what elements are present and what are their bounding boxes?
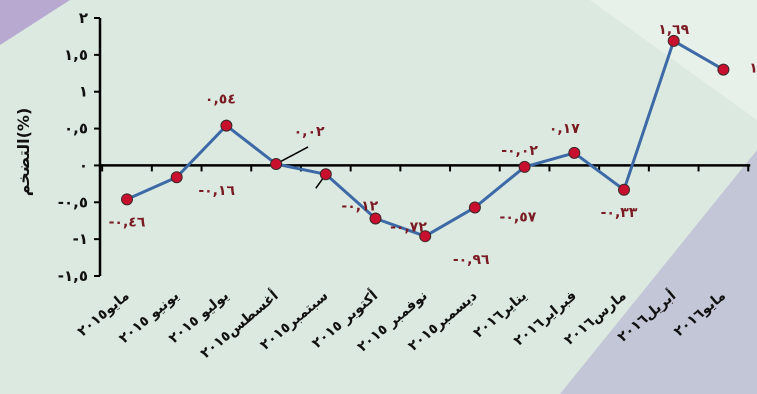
y-axis-title: التضخم(%) [14, 108, 33, 197]
data-point [518, 160, 531, 173]
data-label: ٠,١٧ [549, 121, 580, 137]
corner-shape-top-right [590, 0, 757, 120]
data-label: ٠,٠٢ [294, 124, 325, 140]
data-markers [121, 34, 730, 243]
data-label: -٠,٤٦ [109, 214, 146, 230]
data-point [220, 119, 233, 132]
y-tick-label: -١,٥ [58, 267, 88, 285]
data-point [270, 157, 283, 170]
data-labels: -٠,٤٦ -٠,١٦ ٠,٥٤ ٠,٠٢ -٠,١٢ -٠,٧٢ -٠,٩٦ -٠,٥٧ -٠… [109, 22, 757, 268]
data-label: -٠,٠٢ [501, 143, 538, 159]
data-point [568, 146, 581, 159]
data-label: ١,٣ [749, 61, 757, 77]
data-label: ١,٦٩ [658, 22, 689, 38]
y-axis-ticks: -١,٥ -١ -٠,٥ ٠ ٠,٥ ١ ١,٥ ٢ [58, 9, 100, 285]
data-point [618, 183, 630, 196]
data-label: -٠,١٢ [341, 198, 378, 214]
y-tick-label: ٠,٥ [64, 120, 88, 138]
callout-line [275, 146, 309, 165]
data-point [419, 230, 432, 243]
data-point [170, 171, 183, 184]
data-label: -٠,١٦ [198, 183, 235, 199]
data-point [667, 34, 680, 47]
y-tick-label: ٠ [79, 156, 88, 174]
data-label: ٠,٥٤ [205, 92, 236, 108]
data-label: -٠,٣٣ [601, 205, 638, 221]
data-point [319, 168, 332, 181]
data-label: -٠,٩٦ [453, 252, 490, 268]
x-axis-line [100, 164, 751, 172]
data-point [468, 201, 481, 214]
y-tick-label: -٠,٥ [58, 193, 88, 211]
data-point [717, 63, 730, 76]
corner-shape-bottom-right [560, 150, 757, 394]
y-tick-label: ٢ [79, 9, 88, 27]
data-label: -٠,٧٢ [390, 220, 427, 236]
corner-shape-top-left [0, 0, 70, 45]
y-tick-label: -١ [73, 230, 88, 248]
y-tick-label: ١,٥ [64, 46, 88, 64]
data-point [369, 212, 382, 225]
data-point [121, 193, 133, 206]
data-label: -٠,٥٧ [500, 209, 537, 225]
y-tick-label: ١ [79, 83, 88, 101]
